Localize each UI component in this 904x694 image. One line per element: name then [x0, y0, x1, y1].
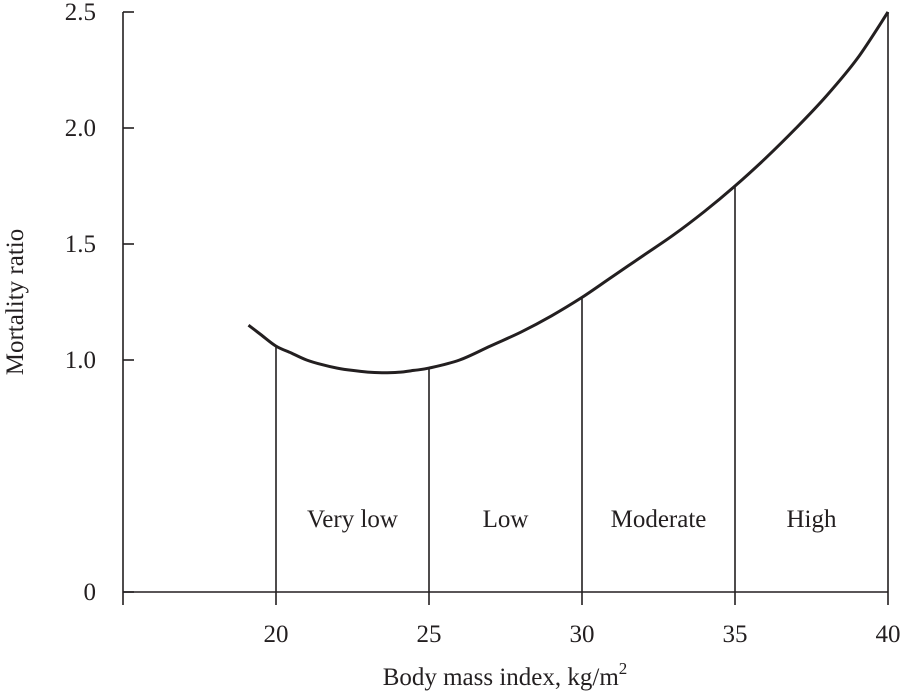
zone-labels: Very low Low Moderate High — [307, 506, 837, 533]
x-tick-label: 30 — [570, 621, 595, 648]
y-tick-label: 2.5 — [65, 0, 96, 26]
y-tick-label: 2.0 — [65, 115, 96, 142]
y-tick-label: 0 — [84, 579, 97, 606]
x-axis-title-text: Body mass index, kg/m — [383, 664, 620, 691]
x-tick-label: 35 — [723, 621, 748, 648]
y-tick-label: 1.0 — [65, 347, 96, 374]
zone-label: Moderate — [611, 506, 707, 533]
x-tick-label: 20 — [264, 621, 289, 648]
x-axis-title-superscript: 2 — [619, 659, 628, 678]
mortality-curve — [247, 11, 890, 375]
x-ticks: 20 25 30 35 40 — [122, 592, 901, 648]
y-axis-title: Mortality ratio — [2, 229, 29, 376]
x-tick-label: 40 — [876, 621, 901, 648]
zone-dividers — [275, 12, 889, 592]
y-tick-label: 1.5 — [65, 231, 96, 258]
x-tick-label: 25 — [417, 621, 442, 648]
y-ticks: 0 1.0 1.5 2.0 2.5 — [65, 0, 134, 606]
zone-label: Low — [483, 506, 529, 533]
zone-label: Very low — [307, 506, 398, 533]
zone-label: High — [787, 506, 838, 533]
x-axis-title: Body mass index, kg/m2 — [383, 659, 628, 691]
axes — [122, 12, 888, 593]
